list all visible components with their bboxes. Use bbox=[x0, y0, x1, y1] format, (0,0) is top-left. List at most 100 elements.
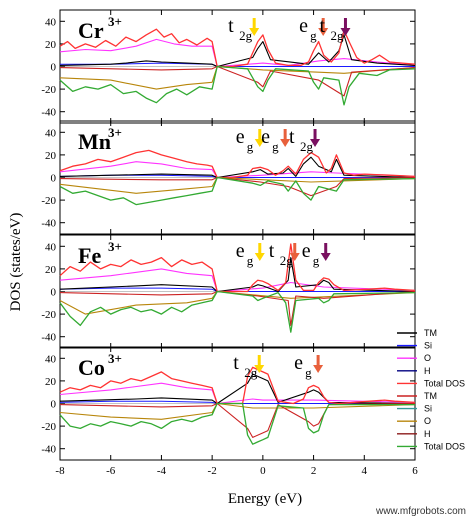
x-tick-label: 6 bbox=[412, 465, 418, 477]
y-tick-label: 20 bbox=[45, 376, 57, 388]
y-tick-label: -20 bbox=[41, 195, 56, 207]
y-tick-label: 0 bbox=[51, 173, 57, 185]
orbital-label: t bbox=[228, 15, 234, 37]
legend-label: O bbox=[424, 353, 431, 363]
orbital-label: t bbox=[269, 240, 275, 262]
curve-tm-up bbox=[59, 156, 416, 179]
down-arrow-head bbox=[310, 139, 321, 147]
orbital-label: t bbox=[319, 15, 325, 37]
y-tick-label: 0 bbox=[51, 62, 57, 74]
orbital-subscript: g bbox=[305, 365, 312, 380]
y-tick-label: -40 bbox=[41, 218, 56, 230]
curve-o-up bbox=[59, 268, 416, 293]
curve-o-down bbox=[59, 65, 416, 90]
curve-tm-down bbox=[59, 290, 416, 326]
down-arrow-head bbox=[318, 28, 329, 36]
ion-label: Fe bbox=[78, 243, 101, 268]
legend-label: O bbox=[424, 416, 431, 426]
down-arrow-head bbox=[254, 365, 265, 373]
orbital-subscript: 2g bbox=[239, 28, 253, 43]
curve-o-up bbox=[59, 382, 416, 405]
orbital-annotation: t 2g bbox=[233, 352, 265, 380]
legend-label: Total DOS bbox=[424, 378, 465, 388]
orbital-subscript: 2g bbox=[280, 253, 294, 268]
y-tick-label: -20 bbox=[41, 309, 56, 321]
legend-label: Si bbox=[424, 404, 432, 414]
down-arrow-head bbox=[254, 253, 265, 261]
y-tick-label: 40 bbox=[45, 353, 57, 365]
panel-mn: -40 -20 0 20 40 Mn3+ bbox=[41, 120, 416, 235]
curve-total-up bbox=[59, 149, 416, 179]
panel-co: -40 -20 0 20 40 Co 3+ bbox=[41, 346, 416, 461]
orbital-subscript: g bbox=[313, 253, 320, 268]
y-tick-label: -20 bbox=[41, 421, 56, 433]
curve-total-up bbox=[59, 243, 416, 293]
curve-tm-up bbox=[59, 257, 416, 293]
y-tick-label: 40 bbox=[45, 16, 57, 28]
curve-o-down bbox=[59, 176, 416, 194]
y-tick-label: -40 bbox=[41, 107, 56, 119]
x-tick-label: 0 bbox=[260, 465, 266, 477]
curve-total-down bbox=[59, 176, 416, 206]
down-arrow-head bbox=[249, 28, 260, 36]
orbital-label: e bbox=[302, 240, 311, 262]
panel-fe: -40 -20 0 20 40 Fe 3+ bbox=[41, 234, 416, 349]
down-arrow-head bbox=[254, 139, 265, 147]
y-tick-label: 40 bbox=[45, 241, 57, 253]
ion-label: Co bbox=[78, 355, 105, 380]
panel-cr: -40 -20 0 20 40 Cr 3+ bbox=[41, 9, 416, 124]
legend-label: TM bbox=[424, 391, 437, 401]
x-tick-label: -4 bbox=[157, 465, 167, 477]
ion-charge: 3+ bbox=[108, 14, 122, 29]
orbital-annotation: t 2g bbox=[319, 15, 351, 43]
y-tick-label: -40 bbox=[41, 332, 56, 344]
y-tick-label: 0 bbox=[51, 399, 57, 411]
legend-label: H bbox=[424, 366, 431, 376]
orbital-subscript: g bbox=[247, 253, 254, 268]
curve-tm-down bbox=[59, 65, 416, 97]
legend-label: Total DOS bbox=[424, 441, 465, 451]
down-arrow-head bbox=[340, 28, 351, 36]
ion-charge: 3+ bbox=[108, 125, 122, 140]
x-tick-label: 4 bbox=[362, 465, 368, 477]
ion-label: Mn bbox=[78, 129, 111, 154]
x-axis-ticks: -8 -6 -4 -2 0 2 4 6 bbox=[55, 465, 418, 477]
orbital-annotation: t 2g bbox=[269, 240, 300, 268]
ion-label: Cr bbox=[78, 18, 104, 43]
curve-total-up bbox=[59, 28, 416, 68]
orbital-subscript: 2g bbox=[244, 365, 258, 380]
curve-si-up bbox=[59, 400, 415, 404]
orbital-subscript: 2g bbox=[330, 28, 344, 43]
curve-tm-up bbox=[59, 373, 416, 405]
curve-tm-down bbox=[59, 402, 416, 438]
orbital-subscript: g bbox=[272, 139, 279, 154]
orbital-subscript: g bbox=[310, 28, 317, 43]
down-arrow-head bbox=[320, 253, 331, 261]
orbital-annotation: t 2g bbox=[228, 15, 260, 43]
y-tick-label: 20 bbox=[45, 39, 57, 51]
orbital-annotation: t 2g bbox=[289, 126, 321, 154]
y-tick-label: 40 bbox=[45, 127, 57, 139]
y-tick-label: -40 bbox=[41, 444, 56, 456]
curve-o-down bbox=[59, 290, 416, 315]
orbital-label: e bbox=[294, 352, 303, 374]
orbital-subscript: g bbox=[247, 139, 254, 154]
orbital-label: e bbox=[261, 126, 270, 148]
x-axis-label: Energy (eV) bbox=[228, 491, 302, 507]
curve-total-up bbox=[59, 366, 416, 405]
orbital-label: t bbox=[289, 126, 295, 148]
curve-o-up bbox=[59, 161, 416, 179]
orbital-label: e bbox=[236, 240, 245, 262]
down-arrow-head bbox=[289, 253, 300, 261]
down-arrow-head bbox=[313, 365, 324, 373]
curve-si-up bbox=[59, 287, 415, 292]
y-tick-label: 20 bbox=[45, 264, 57, 276]
